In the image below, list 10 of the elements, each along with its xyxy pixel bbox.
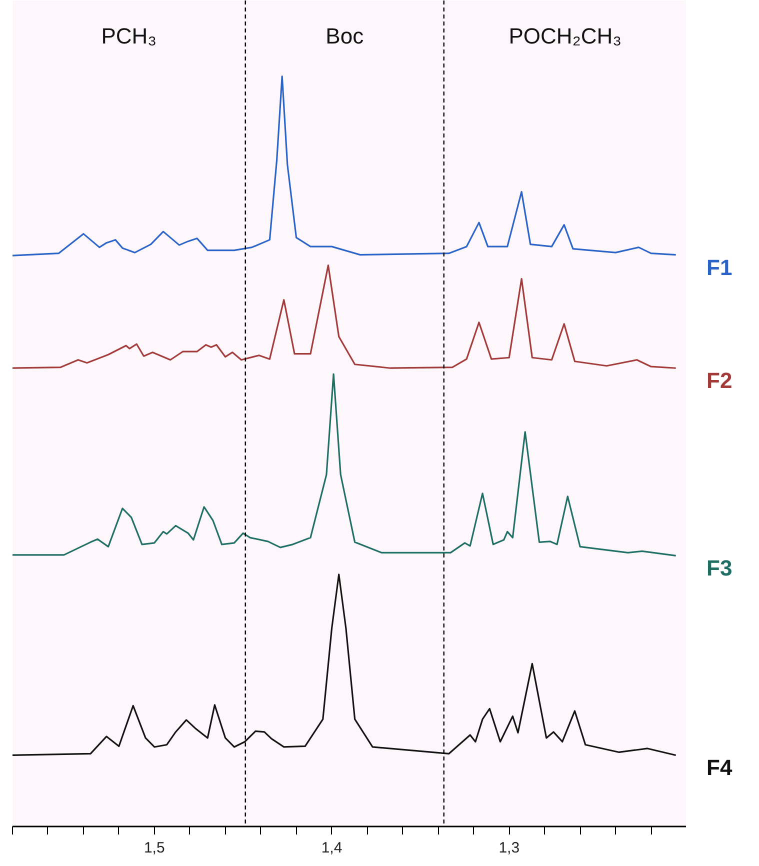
series-label: F3 [706, 556, 732, 581]
text: POCH₂CH₃ [508, 24, 622, 48]
x-tick-label: 1,3 [498, 840, 520, 856]
text: PCH₃ [101, 24, 157, 48]
x-tick-label: 1,4 [321, 840, 342, 856]
series-label: F1 [706, 254, 732, 280]
series-label: F2 [706, 368, 732, 394]
x-tick-label: 1,5 [144, 840, 165, 856]
text: Boc [326, 24, 364, 48]
series-label: F4 [706, 755, 733, 780]
